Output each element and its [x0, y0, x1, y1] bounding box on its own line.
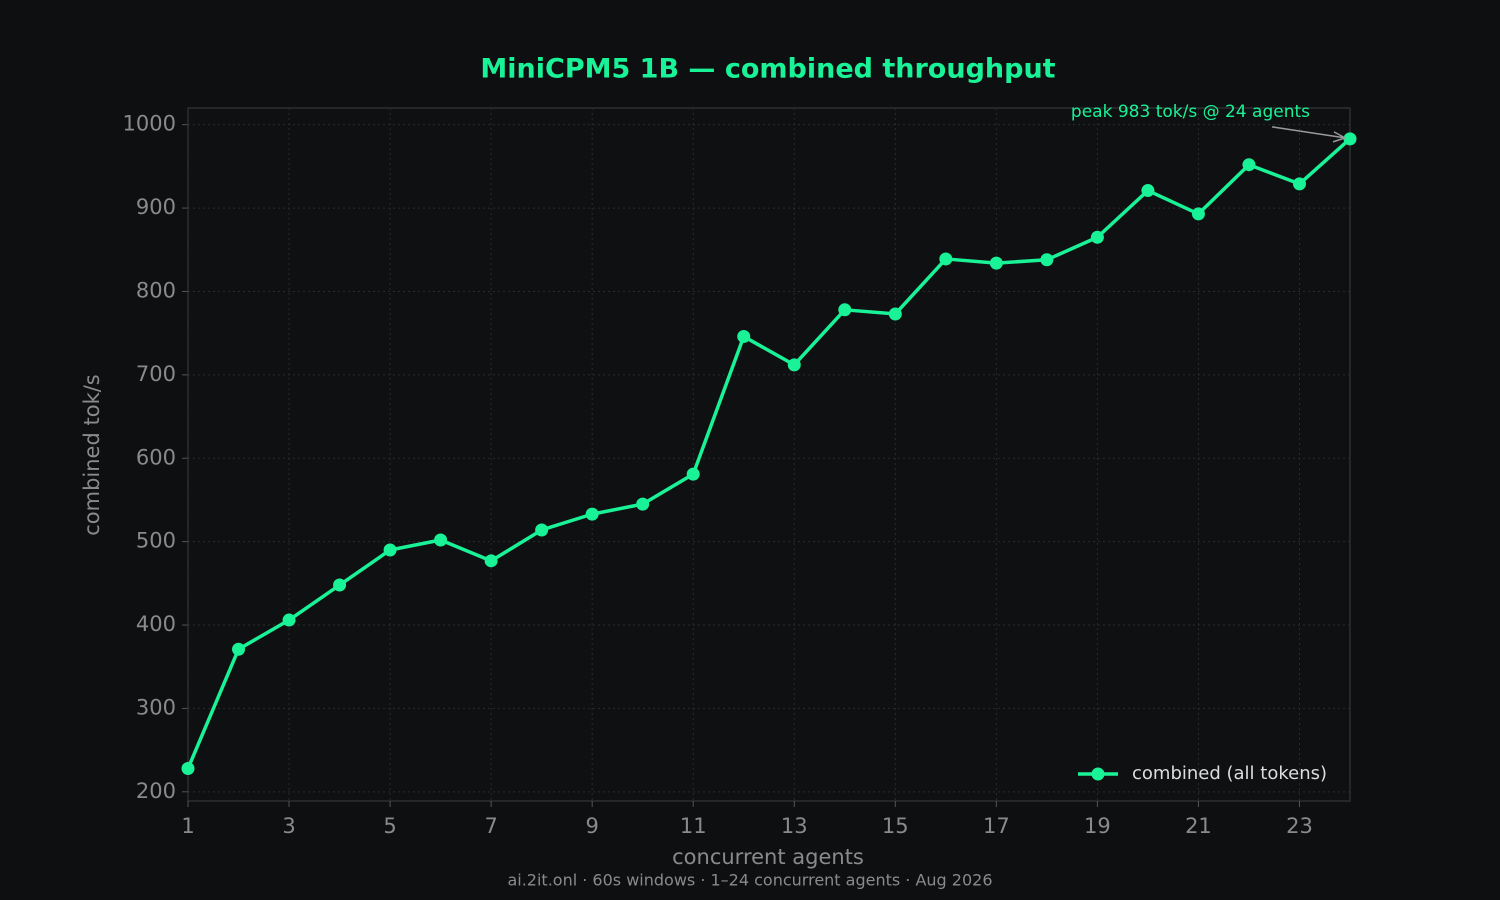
x-tick-label: 3 [282, 814, 295, 838]
data-point [636, 497, 650, 511]
series-line [186, 137, 1352, 770]
legend-marker [1091, 767, 1105, 781]
x-tick-label: 1 [181, 814, 194, 838]
plot-area [187, 107, 1351, 802]
legend-label: combined (all tokens) [1132, 763, 1327, 784]
data-point [1141, 184, 1155, 198]
data-point [1292, 177, 1306, 191]
x-tick-label: 15 [882, 814, 909, 838]
y-tick-label: 900 [136, 195, 176, 219]
x-axis-label: concurrent agents [672, 845, 864, 869]
data-point [989, 256, 1003, 270]
data-point [1242, 158, 1256, 172]
data-point [1090, 230, 1104, 244]
x-tick-label: 9 [585, 814, 598, 838]
x-tick-label: 11 [680, 814, 707, 838]
data-point [1191, 207, 1205, 221]
y-tick-label: 200 [136, 779, 176, 803]
footnote: ai.2it.onl · 60s windows · 1–24 concurre… [507, 871, 992, 890]
data-point [737, 329, 751, 343]
x-tick-label: 17 [983, 814, 1010, 838]
data-point [686, 467, 700, 481]
x-tick-label: 13 [781, 814, 808, 838]
y-tick-label: 600 [136, 445, 176, 469]
data-point [838, 303, 852, 317]
y-axis-label: combined tok/s [80, 374, 104, 536]
data-point [333, 578, 347, 592]
data-point [484, 554, 498, 568]
y-tick-label: 700 [136, 362, 176, 386]
data-point [181, 761, 195, 775]
data-point [1040, 253, 1054, 267]
x-tick-label: 19 [1084, 814, 1111, 838]
annotation-arrowhead [1332, 131, 1346, 143]
data-point [787, 358, 801, 372]
y-tick-label: 1000 [123, 112, 176, 136]
chart-title: MiniCPM5 1B — combined throughput [480, 54, 1055, 85]
y-tick-label: 300 [136, 695, 176, 719]
x-tick-label: 5 [383, 814, 396, 838]
data-point [383, 543, 397, 557]
annotation: peak 983 tok/s @ 24 agents [1071, 102, 1310, 122]
data-point [1343, 132, 1357, 146]
y-tick-label: 400 [136, 612, 176, 636]
data-point [434, 533, 448, 547]
data-point [888, 307, 902, 321]
x-tick-label: 21 [1185, 814, 1212, 838]
data-point [282, 613, 296, 627]
y-tick-label: 800 [136, 278, 176, 302]
y-tick-label: 500 [136, 529, 176, 553]
data-point [939, 252, 953, 266]
x-tick-label: 23 [1286, 814, 1313, 838]
data-point [232, 642, 246, 656]
data-point [585, 507, 599, 521]
x-tick-label: 7 [484, 814, 497, 838]
annotation-arrow [1271, 126, 1346, 139]
data-point [535, 523, 549, 537]
